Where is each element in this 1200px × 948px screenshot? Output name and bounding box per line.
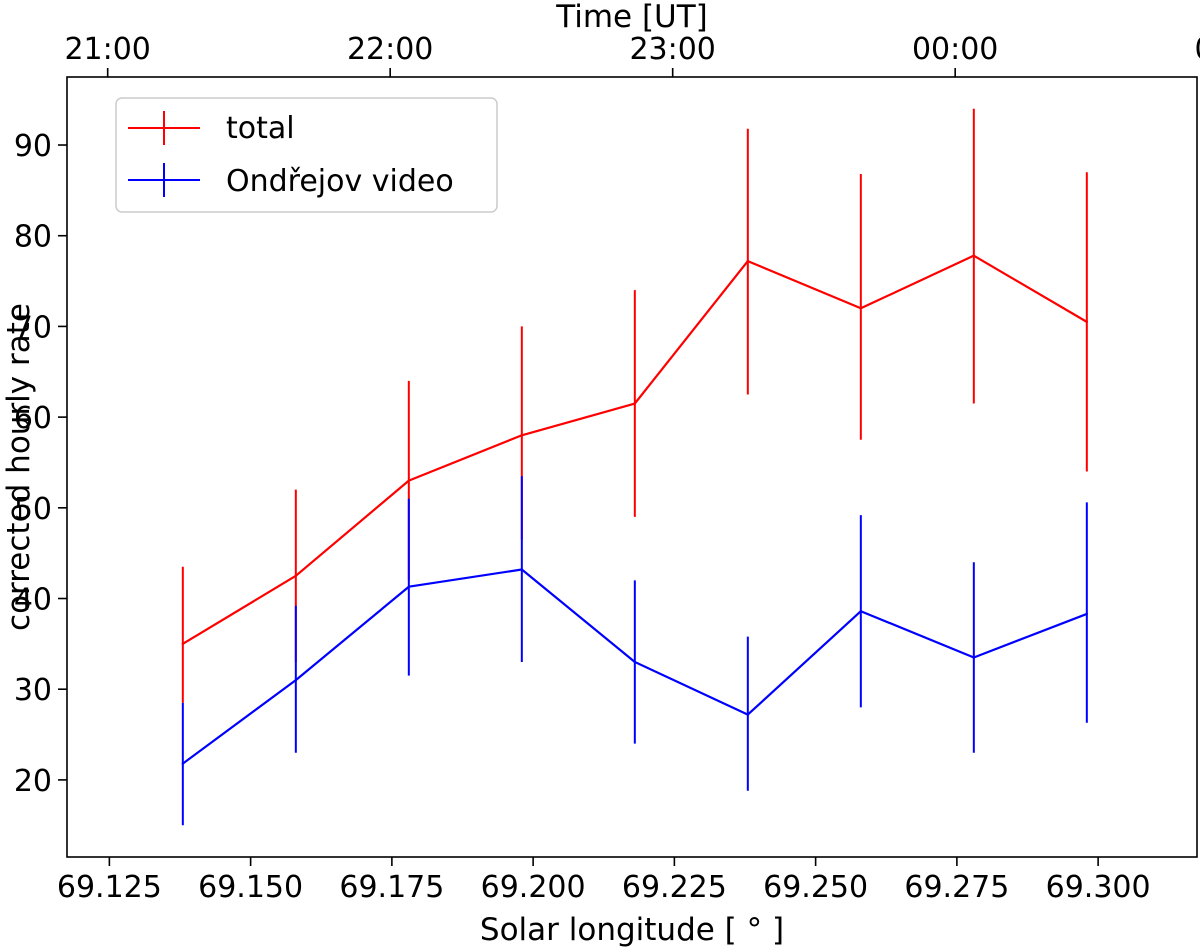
y-tick-label: 60: [14, 401, 52, 436]
data-point: [1085, 320, 1089, 324]
x-tick-label: 69.300: [1046, 870, 1151, 905]
legend-entry-ondrejov-video: Ondřejov video: [128, 163, 454, 199]
y-axis: 20 30 40 50 60 70 80 90: [14, 129, 67, 799]
top-x-axis: 21:00 22:00 23:00 00:00 01:00: [64, 32, 1200, 77]
data-point: [181, 642, 185, 646]
legend-entry-total: total: [128, 111, 295, 146]
data-point: [294, 574, 298, 578]
data-point: [972, 254, 976, 257]
plot-area: [181, 108, 1089, 826]
legend: total Ondřejov video: [115, 97, 498, 213]
x-tick-label: 69.125: [57, 870, 162, 905]
data-point: [859, 307, 863, 310]
data-point: [859, 610, 863, 613]
x-tick-label: 69.225: [622, 870, 727, 905]
series-1: [181, 476, 1089, 826]
top-x-tick-label: 00:00: [912, 32, 998, 67]
x-tick-label: 69.250: [763, 870, 868, 905]
data-point: [407, 479, 411, 482]
data-point: [746, 259, 750, 263]
y-tick-label: 70: [14, 310, 52, 345]
legend-label-ondrejov-video: Ondřejov video: [226, 164, 454, 199]
y-axis-title: corrected hourly rate: [1, 303, 37, 631]
x-tick-label: 69.275: [904, 870, 1009, 905]
x-tick-label: 69.175: [339, 870, 444, 905]
data-point: [181, 762, 185, 765]
data-point: [746, 713, 750, 716]
legend-label-total: total: [226, 111, 295, 146]
data-point: [520, 434, 524, 437]
data-point: [407, 585, 411, 588]
data-point: [1085, 612, 1089, 616]
top-x-tick-label: 21:00: [64, 32, 150, 67]
data-point: [633, 660, 637, 664]
top-x-tick-label: 23:00: [629, 32, 715, 67]
top-x-tick-label: 01:00: [1194, 32, 1200, 67]
y-tick-label: 30: [14, 673, 52, 708]
x-tick-label: 69.200: [481, 870, 586, 905]
data-point: [972, 656, 976, 659]
data-point: [294, 678, 298, 682]
x-axis-title: Solar longitude [ ° ]: [480, 912, 784, 948]
x-tick-label: 69.150: [198, 870, 303, 905]
y-tick-label: 90: [14, 129, 52, 164]
top-x-axis-title: Time [UT]: [555, 0, 708, 35]
bottom-x-axis: 69.125 69.150 69.175 69.200 69.225 69.250 69.2…: [57, 857, 1151, 905]
y-tick-label: 50: [14, 492, 52, 527]
legend-box: [115, 97, 498, 213]
plot-frame: [66, 76, 1198, 858]
y-tick-label: 80: [14, 220, 52, 255]
top-x-tick-label: 22:00: [347, 32, 433, 67]
data-point: [633, 402, 637, 405]
y-tick-label: 20: [14, 764, 52, 799]
y-tick-label: 40: [14, 583, 52, 618]
data-point: [520, 568, 524, 571]
